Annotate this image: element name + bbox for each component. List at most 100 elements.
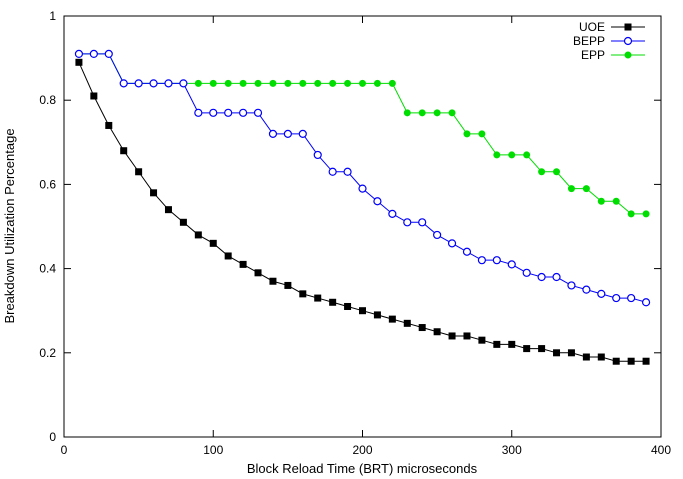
series-line [78, 53, 647, 303]
data-point [269, 79, 277, 87]
data-point [448, 109, 456, 117]
data-point [284, 281, 292, 289]
data-point [89, 49, 98, 58]
data-point [254, 269, 262, 277]
data-point [344, 302, 352, 310]
data-point [538, 168, 546, 176]
data-point [552, 272, 561, 282]
y-tick-label: 0 [49, 430, 56, 444]
data-point [149, 79, 158, 88]
data-point [239, 79, 247, 87]
data-point [642, 357, 650, 365]
data-point [75, 58, 83, 66]
data-point [418, 218, 427, 227]
data-point [209, 239, 217, 247]
data-point [477, 256, 486, 265]
data-point [433, 109, 441, 117]
data-point [104, 49, 113, 58]
x-tick-label: 100 [203, 443, 223, 457]
series-bepp [74, 49, 651, 307]
series-layer [74, 49, 651, 365]
data-point [627, 357, 635, 365]
data-point [493, 340, 501, 348]
data-point [119, 79, 128, 88]
data-point [642, 210, 650, 218]
data-point [612, 357, 620, 365]
data-point [298, 129, 307, 138]
data-point [463, 130, 471, 138]
legend-marker [624, 23, 632, 31]
data-point [314, 79, 322, 87]
data-point [567, 281, 576, 290]
data-point [597, 353, 605, 361]
x-axis-label: Block Reload Time (BRT) microseconds [247, 461, 478, 476]
data-point [478, 336, 486, 344]
data-point [359, 79, 366, 87]
y-tick-label: 1 [49, 9, 56, 23]
data-point [150, 189, 158, 197]
plot-frame [63, 15, 662, 438]
data-point [567, 349, 575, 357]
data-point [239, 260, 247, 268]
data-point [328, 167, 337, 176]
data-point [269, 277, 277, 285]
y-axis-label: Breakdown Utilization Percentage [2, 128, 17, 323]
data-point [105, 121, 113, 129]
data-point [179, 218, 187, 226]
data-point [134, 79, 143, 88]
data-point [403, 218, 412, 227]
data-point [388, 315, 396, 323]
data-point [224, 252, 232, 260]
data-point [612, 293, 621, 303]
data-point [522, 268, 531, 277]
x-tick-label: 400 [651, 443, 671, 457]
data-point [418, 109, 426, 117]
data-point [582, 353, 590, 361]
data-point [329, 79, 337, 87]
data-point [538, 345, 546, 353]
data-point [344, 79, 352, 87]
data-point [433, 328, 441, 336]
data-point [179, 79, 188, 88]
data-point [597, 197, 605, 205]
data-point [641, 298, 651, 307]
data-point [299, 290, 307, 298]
legend-label: BEPP [573, 34, 605, 48]
data-point [359, 307, 366, 315]
data-point [314, 294, 322, 302]
series-uoe [75, 58, 650, 365]
data-point [268, 129, 278, 138]
y-tick-label: 0.6 [39, 177, 56, 191]
data-point [284, 79, 292, 87]
legend-label: EPP [581, 48, 605, 62]
data-point [194, 108, 203, 117]
data-point [224, 79, 232, 87]
legend-marker [623, 36, 633, 46]
x-axis: 0 100 200 300 400 [61, 16, 671, 457]
x-tick-label: 200 [352, 443, 372, 457]
data-point [209, 79, 217, 87]
data-point [433, 230, 442, 240]
data-point [447, 239, 457, 248]
legend-marker [624, 51, 632, 59]
data-point [253, 108, 263, 117]
data-point [492, 256, 501, 265]
data-point [508, 340, 516, 348]
data-point [523, 151, 531, 159]
data-point [239, 108, 248, 117]
data-point [493, 151, 501, 159]
y-tick-label: 0.2 [39, 346, 56, 360]
data-point [418, 324, 426, 332]
data-point [120, 147, 128, 155]
data-point [164, 206, 172, 214]
data-point [612, 197, 620, 205]
data-point [537, 272, 546, 282]
y-tick-label: 0.8 [39, 93, 56, 107]
data-point [567, 185, 575, 193]
data-point [448, 332, 456, 340]
x-tick-label: 300 [502, 443, 522, 457]
data-point [463, 332, 471, 340]
data-point [313, 150, 322, 160]
data-point [403, 109, 411, 117]
